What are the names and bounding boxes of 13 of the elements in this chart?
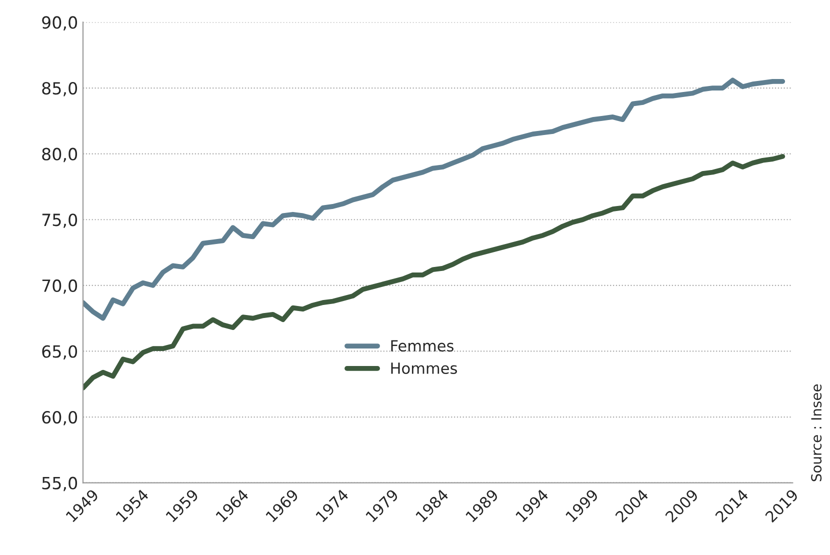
y-tick-label: 60,0 [42, 411, 78, 426]
y-tick-label: 85,0 [42, 82, 78, 96]
y-tick-label: 55,0 [42, 476, 78, 492]
y-tick-label: 75,0 [42, 214, 78, 228]
source-note: Source : Insee [811, 384, 822, 482]
line-series [83, 154, 786, 391]
y-tick-label: 65,0 [42, 345, 78, 360]
y-tick-label: 70,0 [42, 279, 78, 294]
legend-label: Hommes [391, 362, 457, 374]
y-tick-label: 90,0 [42, 16, 78, 30]
y-tick-label: 80,0 [42, 148, 78, 162]
legend-label: Femmes [391, 340, 454, 352]
line-series [83, 78, 786, 321]
